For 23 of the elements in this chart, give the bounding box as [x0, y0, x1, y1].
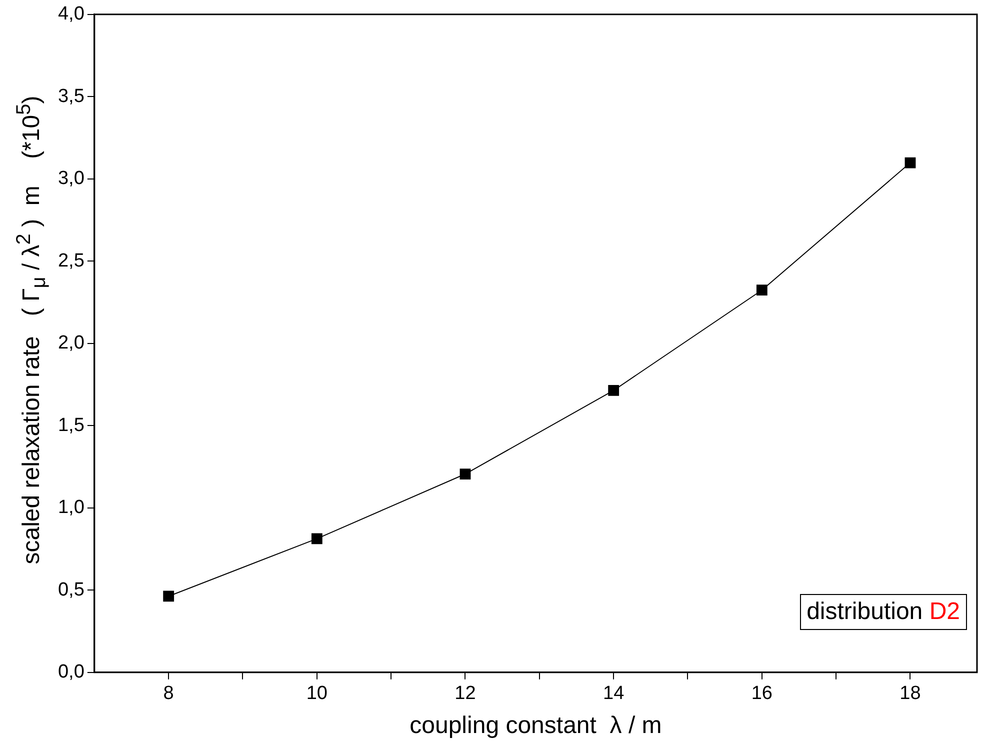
point [163, 590, 174, 602]
x-tick-label: 18 [900, 683, 921, 704]
x-axis-title: coupling constant λ / m [410, 712, 662, 740]
x-tick-label: 16 [751, 683, 772, 704]
point [460, 468, 471, 480]
x-tick-label: 10 [306, 683, 328, 704]
y-tick-label: 0,5 [58, 579, 84, 600]
point [311, 533, 322, 544]
x-tick-label: 14 [603, 683, 625, 704]
y-tick-label: 4,0 [58, 4, 84, 25]
y-tick-label: 2,5 [58, 250, 84, 272]
y-tick-label: 2,0 [58, 332, 84, 354]
x-tick-label: 12 [454, 683, 476, 704]
point [756, 284, 768, 296]
y-tick-label: 3,5 [58, 86, 84, 107]
y-tick-label: 1,5 [58, 414, 84, 436]
point [904, 157, 916, 168]
y-tick-label: 0,0 [58, 662, 84, 683]
x-tick-label: 8 [163, 683, 174, 704]
y-tick-label: 3,0 [58, 168, 84, 190]
annotation: distribution D2 [800, 594, 967, 630]
point [608, 385, 620, 396]
y-tick-label: 1,0 [58, 497, 84, 518]
